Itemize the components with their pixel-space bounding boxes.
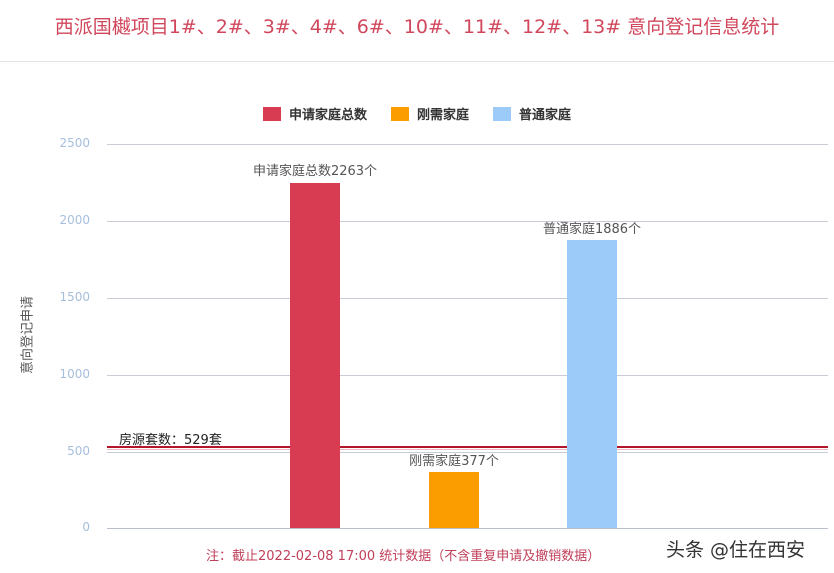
- y-tick: 2000: [59, 213, 90, 227]
- legend-label: 申请家庭总数: [288, 108, 367, 123]
- gridline-1500: [107, 298, 828, 299]
- legend-label: 刚需家庭: [416, 108, 469, 123]
- legend-item-total[interactable]: 申请家庭总数: [262, 104, 367, 123]
- bar-label-rigid: 刚需家庭377个: [409, 454, 499, 469]
- chart-title: 西派国樾项目1#、2#、3#、4#、6#、10#、11#、12#、13# 意向登…: [54, 16, 780, 38]
- chart-legend: 申请家庭总数 刚需家庭 普通家庭: [0, 104, 834, 123]
- reference-line-label: 房源套数：529套: [119, 433, 222, 448]
- y-tick: 500: [67, 444, 90, 458]
- title-divider: [0, 61, 834, 62]
- gridline-2500: [107, 144, 828, 145]
- gridline-1000: [107, 375, 828, 376]
- y-tick: 1000: [59, 367, 90, 381]
- legend-item-ordinary[interactable]: 普通家庭: [493, 104, 571, 123]
- gridline-2000: [107, 221, 828, 222]
- bar-rigid[interactable]: [429, 472, 479, 528]
- reference-line-shadow: [107, 449, 828, 450]
- bar-total[interactable]: [290, 183, 340, 528]
- legend-item-rigid[interactable]: 刚需家庭: [390, 104, 469, 123]
- reference-line: [107, 446, 828, 448]
- legend-label: 普通家庭: [519, 108, 572, 123]
- bar-ordinary[interactable]: [567, 240, 617, 528]
- y-tick: 0: [82, 520, 90, 534]
- watermark: 头条 @住在西安: [666, 539, 806, 561]
- y-tick: 1500: [59, 290, 90, 304]
- bar-label-ordinary: 普通家庭1886个: [542, 222, 642, 237]
- bar-label-total: 申请家庭总数2263个: [252, 164, 378, 179]
- legend-swatch-ordinary: [493, 106, 511, 121]
- footnote: 注：截止2022-02-08 17:00 统计数据（不含重复申请及撤销数据）: [206, 549, 601, 564]
- gridline-500: [107, 452, 828, 453]
- x-axis-line: [107, 528, 828, 529]
- y-tick: 2500: [59, 136, 90, 150]
- legend-swatch-rigid: [390, 106, 409, 121]
- legend-swatch-total: [262, 106, 281, 121]
- y-axis-label: 意向登记申请: [20, 295, 36, 375]
